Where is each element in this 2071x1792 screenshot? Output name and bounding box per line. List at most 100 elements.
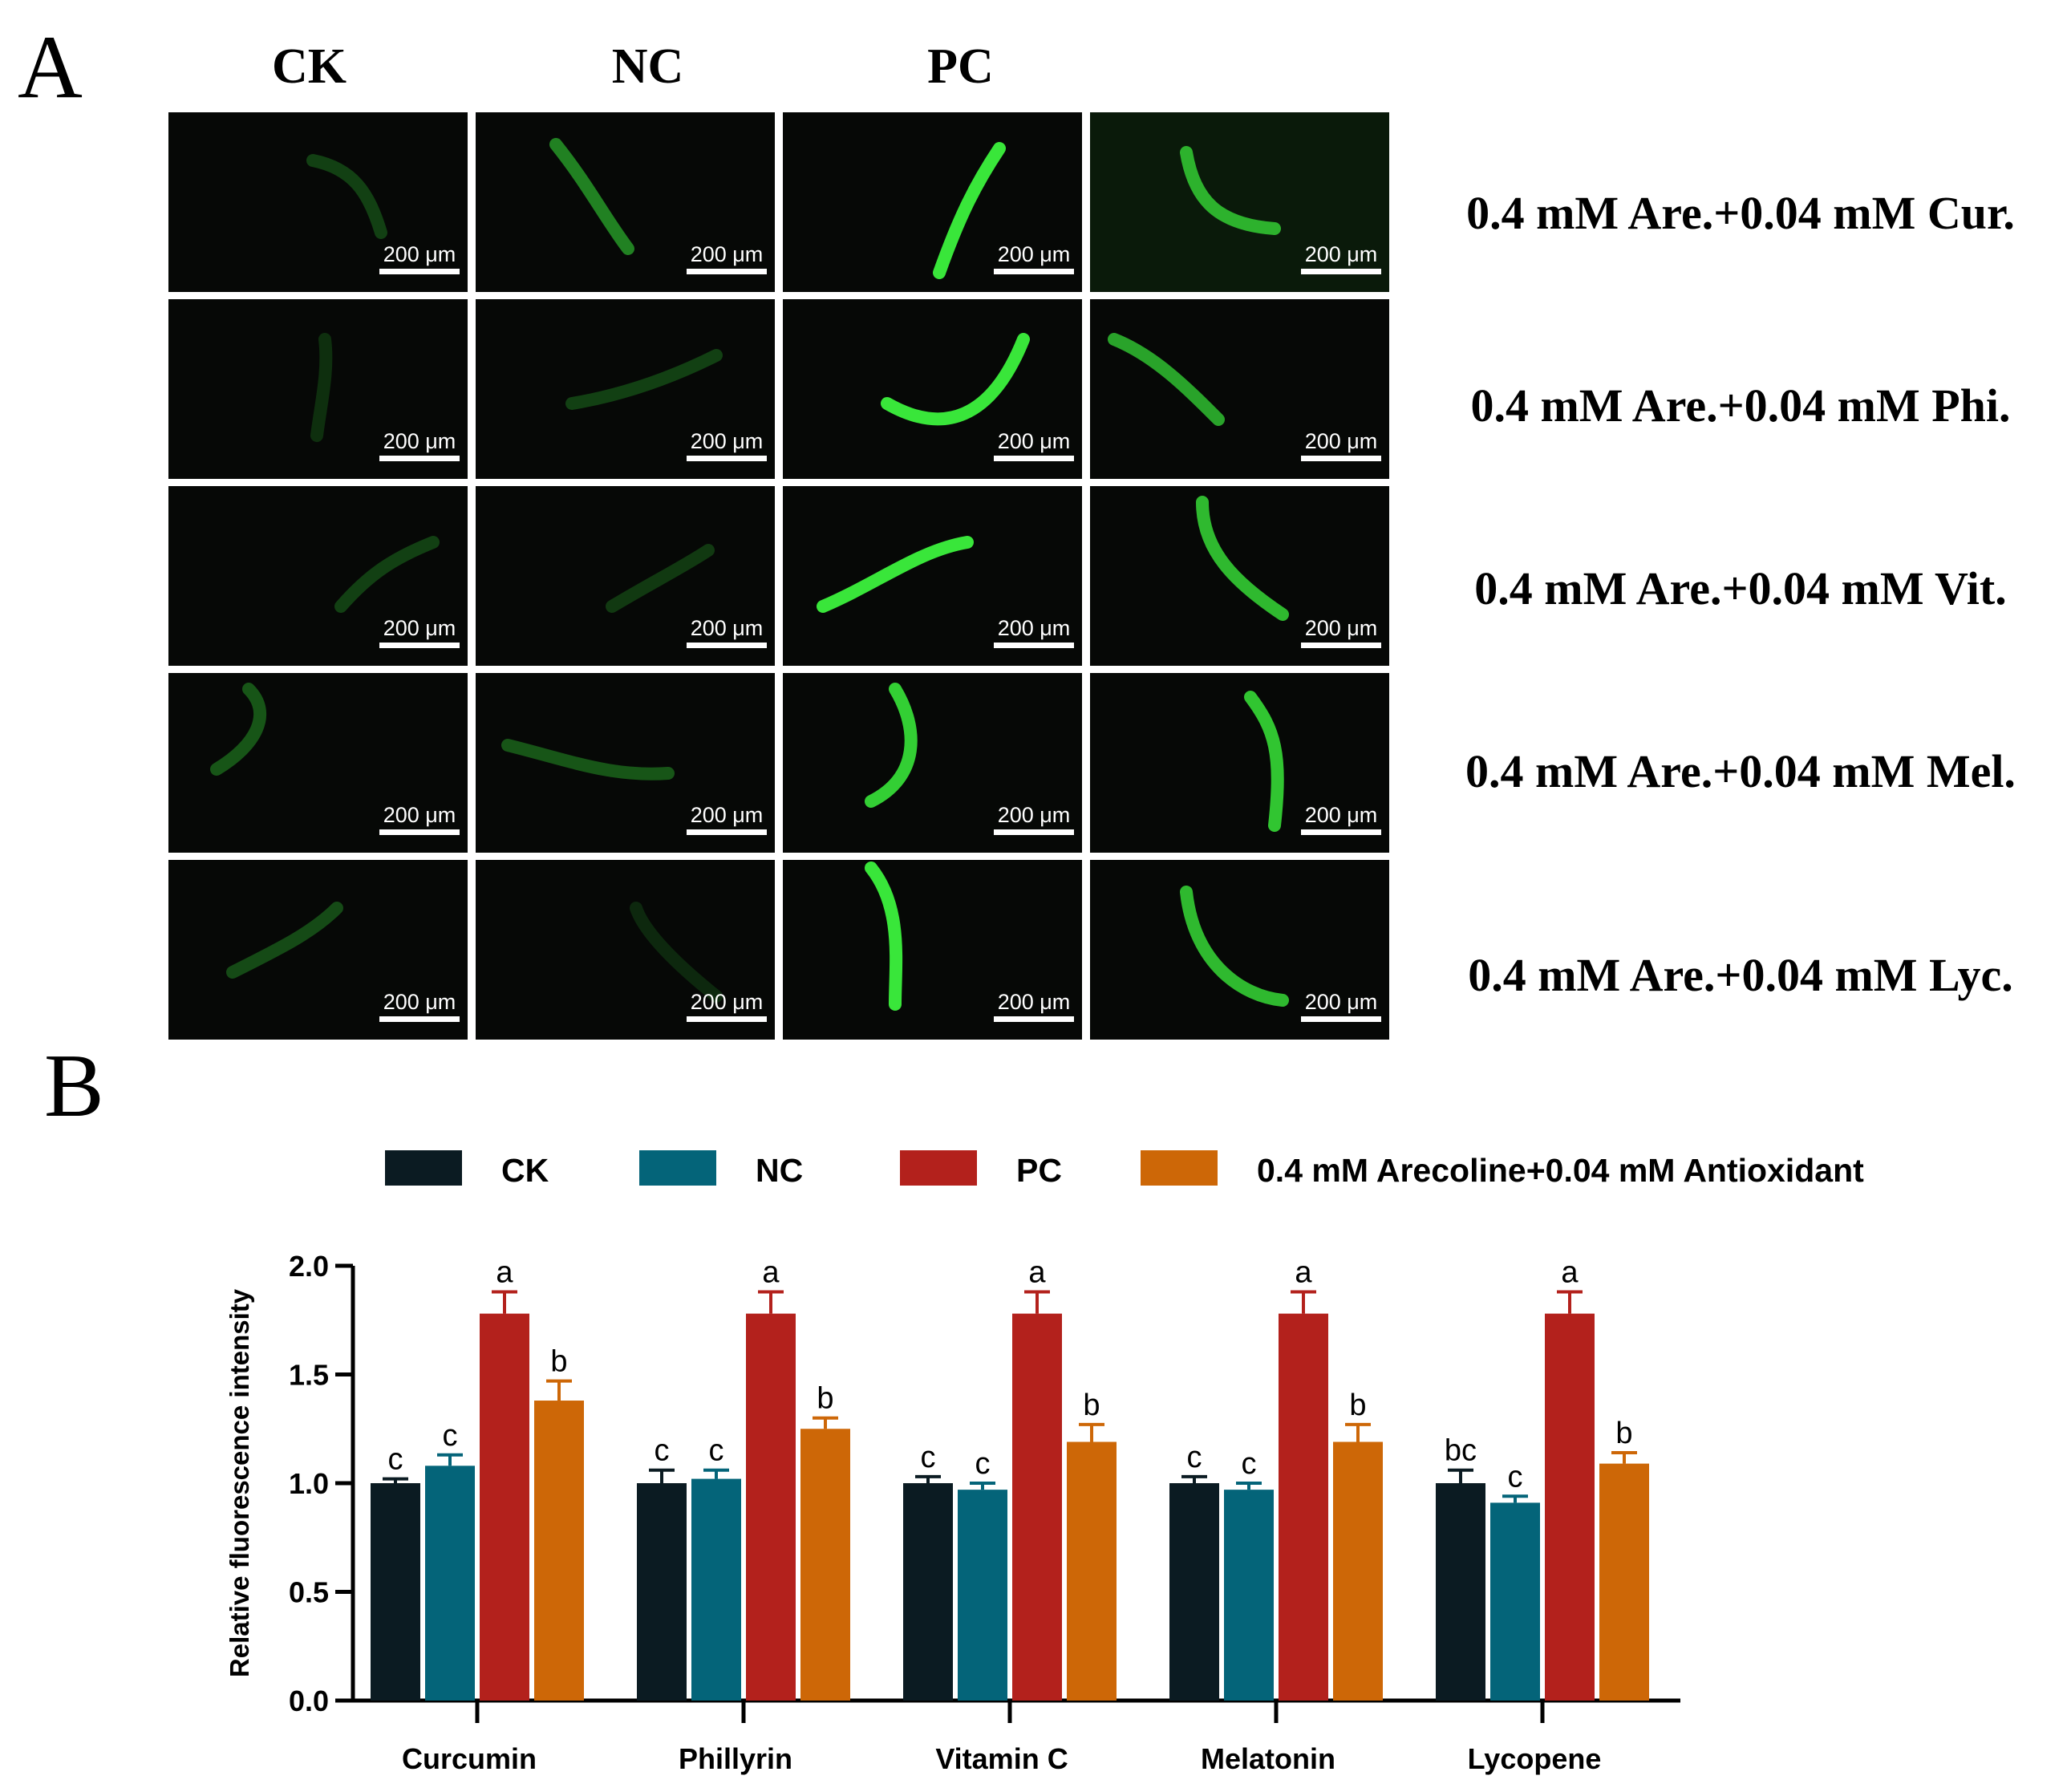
worm-micrograph: [334, 536, 440, 613]
micrograph-cell: 200 μm: [168, 486, 468, 666]
micrograph-cell: 200 μm: [783, 299, 1082, 479]
scale-bar-label: 200 μm: [997, 616, 1071, 640]
micrograph-cell: 200 μm: [168, 299, 468, 479]
significance-letter: a: [1561, 1256, 1579, 1290]
scale-bar-label: 200 μm: [383, 803, 456, 827]
worm-micrograph: [817, 536, 974, 613]
bar: [425, 1466, 475, 1701]
x-tick-label: Phillyrin: [679, 1742, 792, 1775]
bar: [1545, 1313, 1595, 1701]
worm-micrograph: [1180, 146, 1281, 235]
y-axis-label: Relative fluorescence intensity: [225, 1288, 254, 1677]
scale-bar-label: 200 μm: [1304, 429, 1378, 453]
scale-bar: 200 μm: [994, 242, 1074, 274]
bar-chart: 0.0 0.5 1.0 1.5 2.0 Relative fluorescence int…: [225, 1250, 1680, 1775]
worm-body: [310, 333, 333, 442]
legend-label-antioxidant: 0.4 mM Arecoline+0.04 mM Antioxidant: [1257, 1152, 1864, 1189]
micrograph-cell: 200 μm: [476, 860, 775, 1040]
micrograph-cell: 200 μm: [1090, 112, 1389, 292]
scale-bar-line: [687, 1016, 767, 1022]
worm-micrograph: [549, 138, 634, 255]
scale-bar-line: [994, 456, 1074, 461]
legend-swatch-antioxidant: [1141, 1150, 1218, 1186]
bar: [1436, 1483, 1485, 1701]
scale-bar-line: [379, 829, 460, 835]
bar: [958, 1490, 1007, 1701]
bar: [1224, 1490, 1274, 1701]
scale-bar-label: 200 μm: [383, 990, 456, 1014]
column-header-ck: CK: [272, 39, 347, 94]
scale-bar: 200 μm: [379, 803, 460, 835]
worm-body: [1180, 146, 1281, 235]
micrograph-cell: 200 μm: [783, 486, 1082, 666]
worm-body: [1244, 691, 1284, 832]
bar: [746, 1313, 796, 1701]
micrograph-cell: 200 μm: [476, 673, 775, 853]
worm-body: [549, 138, 634, 255]
scale-bar: 200 μm: [994, 429, 1074, 461]
scale-bar: 200 μm: [1301, 803, 1381, 835]
scale-bar: 200 μm: [1301, 429, 1381, 461]
scale-bar: 200 μm: [1301, 616, 1381, 648]
significance-letter: c: [1242, 1447, 1257, 1481]
scale-bar: 200 μm: [687, 242, 767, 274]
x-tick-label: Vitamin C: [935, 1742, 1068, 1775]
micrograph-cell: 200 μm: [783, 112, 1082, 292]
bar: [1012, 1313, 1062, 1701]
significance-letter: c: [709, 1434, 724, 1468]
worm-micrograph: [881, 333, 1030, 426]
legend-swatch-pc: [900, 1150, 977, 1186]
scale-bar-label: 200 μm: [997, 803, 1071, 827]
scale-bar-label: 200 μm: [1304, 990, 1378, 1014]
worm-micrograph: [1108, 333, 1225, 426]
row-label-vitamin-c: 0.4 mM Are.+0.04 mM Vit.: [1474, 562, 2007, 614]
scale-bar-label: 200 μm: [690, 242, 764, 266]
scale-bar-label: 200 μm: [690, 803, 764, 827]
significance-letter: c: [388, 1443, 403, 1477]
bar: [903, 1483, 953, 1701]
significance-letter: b: [1349, 1389, 1366, 1422]
worm-micrograph: [226, 902, 343, 979]
bar: [1279, 1313, 1328, 1701]
scale-bar-line: [379, 456, 460, 461]
scale-bar-label: 200 μm: [1304, 242, 1378, 266]
worm-body: [606, 544, 715, 613]
worm-body: [210, 683, 267, 776]
scale-bar-label: 200 μm: [997, 242, 1071, 266]
worm-micrograph: [1180, 886, 1289, 1007]
y-tick-label: 0.0: [289, 1685, 329, 1717]
worm-body: [565, 349, 723, 410]
scale-bar-line: [379, 643, 460, 648]
worm-micrograph: [210, 683, 267, 776]
y-tick-label: 0.5: [289, 1576, 329, 1609]
micrograph-cell: 200 μm: [783, 673, 1082, 853]
scale-bar-label: 200 μm: [383, 429, 456, 453]
worm-body: [306, 154, 387, 239]
worm-micrograph: [501, 739, 675, 780]
significance-letter: b: [1083, 1389, 1100, 1422]
worm-body: [226, 902, 343, 979]
worm-micrograph: [1196, 496, 1289, 621]
scale-bar-line: [379, 269, 460, 274]
scale-bar-line: [1301, 643, 1381, 648]
panel-b-label: B: [44, 1036, 104, 1136]
bar: [480, 1313, 529, 1701]
scale-bar-line: [994, 269, 1074, 274]
scale-bar: 200 μm: [1301, 242, 1381, 274]
scale-bar: 200 μm: [379, 616, 460, 648]
x-tick-label: Curcumin: [402, 1742, 537, 1775]
worm-micrograph: [933, 142, 1006, 279]
scale-bar-label: 200 μm: [997, 429, 1071, 453]
y-tick-label: 2.0: [289, 1250, 329, 1283]
micrograph-grid: 200 μm 200 μm 200 μm 200 μm 200 μm 200 μm 200 …: [168, 112, 1392, 1040]
significance-letter: c: [1508, 1460, 1523, 1494]
micrograph-cell: 200 μm: [1090, 299, 1389, 479]
scale-bar-line: [994, 643, 1074, 648]
worm-body: [817, 536, 974, 613]
column-header-nc: NC: [611, 39, 684, 94]
worm-micrograph: [865, 862, 903, 1011]
significance-letter: c: [975, 1447, 991, 1481]
significance-letter: b: [550, 1345, 567, 1379]
bar: [800, 1429, 850, 1701]
scale-bar-line: [1301, 456, 1381, 461]
